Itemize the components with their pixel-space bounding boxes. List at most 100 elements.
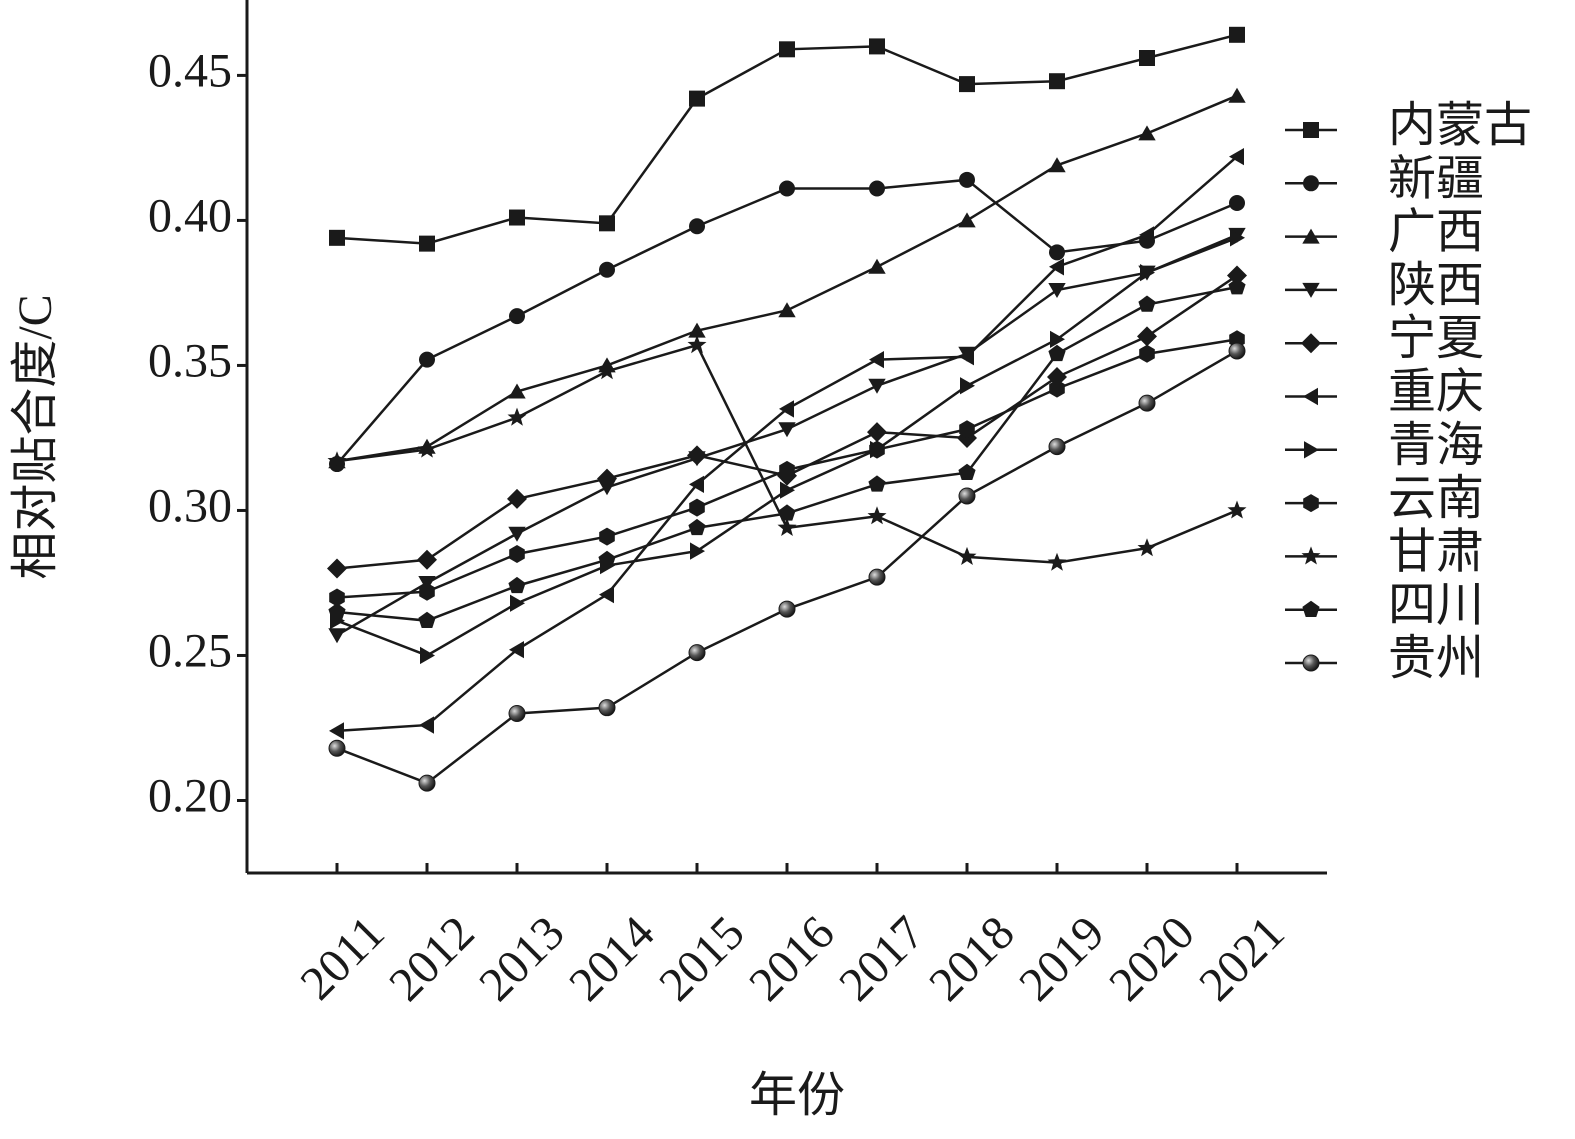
data-point <box>510 594 525 612</box>
data-point <box>1228 342 1246 360</box>
x-tick-label: 2014 <box>559 906 664 1011</box>
data-point <box>778 600 796 618</box>
data-point <box>1228 278 1246 295</box>
data-point <box>867 506 887 525</box>
y-tick-label: 0.45 <box>148 44 232 97</box>
x-tick-label: 2012 <box>379 906 484 1011</box>
data-point <box>690 542 705 560</box>
data-point <box>599 585 614 604</box>
legend-label: 贵州 <box>1388 632 1484 685</box>
data-point <box>417 439 437 458</box>
legend-label: 青海 <box>1388 419 1484 472</box>
series-line <box>336 33 1238 245</box>
x-tick-label: 2011 <box>290 906 394 1010</box>
data-point <box>1137 326 1157 347</box>
data-point <box>1049 258 1064 276</box>
data-point <box>328 603 346 620</box>
data-point <box>509 641 524 659</box>
data-point <box>1050 330 1065 348</box>
data-point <box>509 308 525 325</box>
x-tick-label: 2016 <box>739 906 844 1011</box>
data-point <box>869 38 885 55</box>
x-tick-label: 2013 <box>469 906 574 1011</box>
data-point <box>1047 552 1067 571</box>
data-point <box>957 546 977 565</box>
legend-label: 陕西 <box>1388 259 1484 312</box>
legend-label: 宁夏 <box>1388 312 1484 365</box>
data-point <box>1048 438 1066 456</box>
data-point <box>689 90 705 107</box>
data-point <box>687 335 707 354</box>
data-point <box>329 722 344 740</box>
legend-label: 甘肃 <box>1388 525 1484 578</box>
data-point <box>417 549 437 570</box>
data-point <box>869 440 885 459</box>
data-point <box>419 582 435 601</box>
data-point <box>1137 538 1157 557</box>
data-point <box>777 517 797 536</box>
data-point <box>1049 244 1065 261</box>
data-point <box>508 576 526 594</box>
data-point <box>327 558 347 579</box>
legend-marker <box>1301 546 1321 565</box>
series-line <box>336 349 1238 785</box>
data-point <box>598 550 616 567</box>
data-point <box>1229 148 1244 166</box>
data-point <box>599 215 615 232</box>
data-point <box>960 377 975 395</box>
data-point <box>688 518 706 536</box>
data-point <box>1140 264 1155 282</box>
legend-marker <box>1302 654 1320 672</box>
data-point <box>508 383 526 399</box>
data-point <box>779 41 795 58</box>
x-tick-label: 2021 <box>1189 906 1294 1011</box>
x-tick-label: 2017 <box>829 906 934 1011</box>
y-tick-label: 0.25 <box>148 624 232 677</box>
data-point <box>779 460 795 479</box>
data-point <box>778 422 796 438</box>
data-point <box>508 704 526 722</box>
y-tick-label: 0.30 <box>148 479 232 532</box>
data-point <box>867 422 887 443</box>
legend-marker <box>1303 122 1319 138</box>
data-point <box>1048 283 1066 298</box>
data-point <box>328 739 346 757</box>
data-point <box>419 235 435 252</box>
legend-label: 新疆 <box>1388 152 1484 205</box>
legend-marker <box>1301 333 1321 354</box>
legend-marker <box>1303 387 1318 406</box>
x-tick-label: 2020 <box>1099 906 1204 1011</box>
data-point <box>507 488 527 509</box>
legend-marker <box>1302 228 1320 244</box>
data-point <box>958 463 976 480</box>
data-point <box>1138 394 1156 412</box>
data-point <box>418 774 436 792</box>
legend-marker <box>1302 282 1320 298</box>
data-point <box>779 180 795 197</box>
data-point <box>868 378 886 394</box>
data-point <box>507 407 527 426</box>
data-point <box>689 498 705 517</box>
data-point <box>419 351 435 368</box>
y-axis-label: 相对贴合度/C <box>9 294 62 579</box>
legend-label: 重庆 <box>1388 366 1484 419</box>
data-point <box>1049 379 1065 398</box>
legend-marker <box>1302 600 1320 617</box>
data-point <box>329 588 345 607</box>
data-point <box>778 302 796 318</box>
legend-marker <box>1303 175 1319 192</box>
data-point <box>599 261 615 278</box>
data-point <box>779 400 794 418</box>
data-point <box>328 628 346 644</box>
data-point <box>420 646 435 665</box>
legend-label: 云南 <box>1388 472 1484 525</box>
data-point <box>418 611 436 628</box>
data-point <box>1227 500 1247 519</box>
data-point <box>1227 265 1247 286</box>
x-tick-label: 2015 <box>649 906 754 1011</box>
data-point <box>1229 26 1245 43</box>
data-point <box>868 258 886 274</box>
data-point <box>1139 50 1155 67</box>
legend-label: 四川 <box>1388 579 1484 632</box>
